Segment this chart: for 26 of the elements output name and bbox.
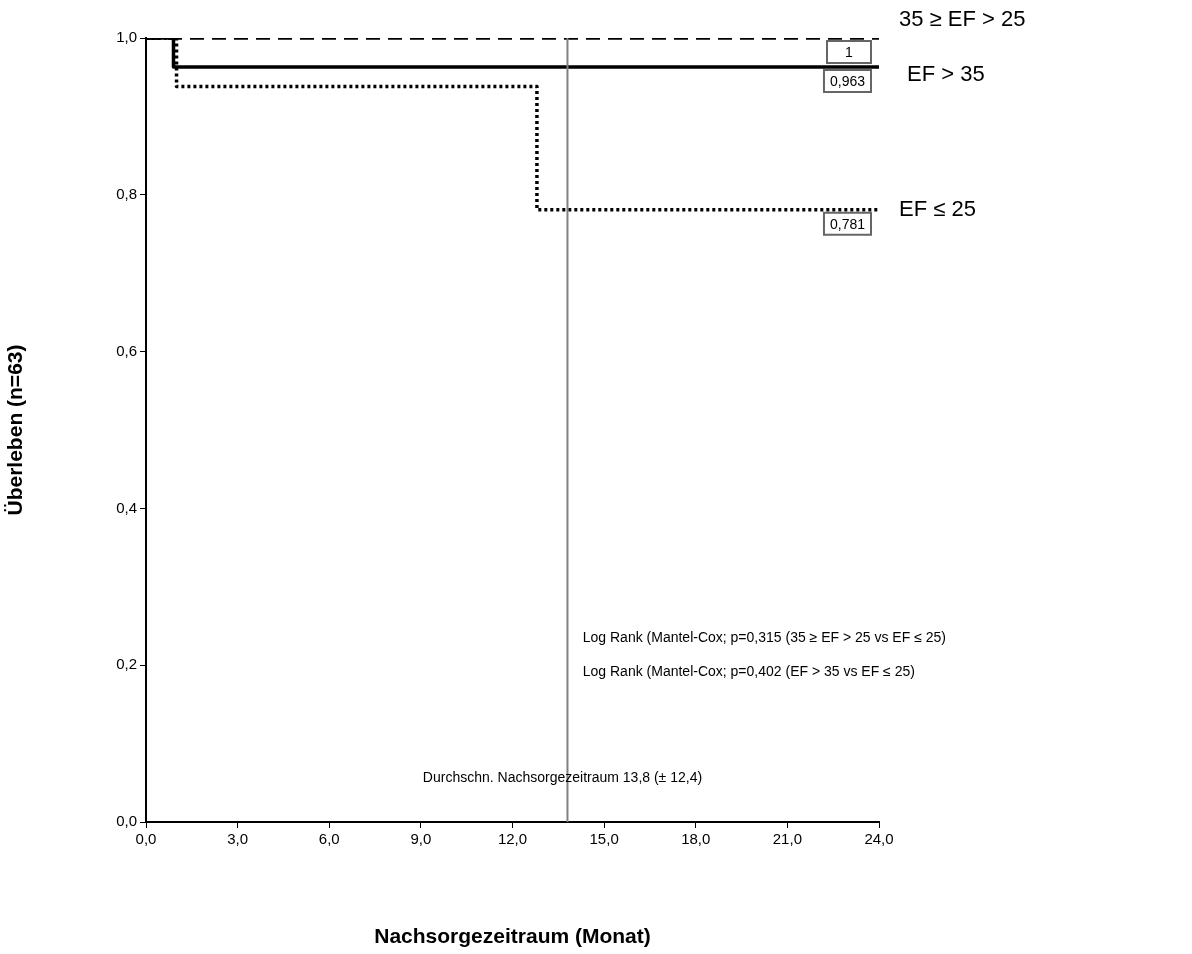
series-label: EF ≤ 25 [899, 195, 976, 221]
x-tick-label: 24,0 [864, 830, 894, 848]
x-tick-label: 9,0 [410, 830, 432, 848]
x-tick-label: 18,0 [681, 830, 711, 848]
annotation: Log Rank (Mantel-Cox; p=0,315 (35 ≥ EF > 25 vs EF ≤ 25) [582, 628, 946, 645]
x-tick-label: 15,0 [589, 830, 619, 848]
x-tick-label: 21,0 [772, 830, 802, 848]
y-tick-label: 1,0 [116, 28, 137, 46]
series-label: 35 ≥ EF > 25 [899, 6, 1026, 32]
x-tick-label: 3,0 [227, 830, 249, 848]
series-label: EF > 35 [907, 61, 985, 87]
y-axis-title: Überleben (n=63) [3, 344, 27, 516]
x-tick-label: 12,0 [497, 830, 528, 848]
y-tick-label: 0,4 [116, 498, 137, 516]
data-label: 0,963 [829, 72, 866, 89]
x-tick-label: 0,0 [135, 830, 157, 848]
y-tick-label: 0,2 [116, 655, 137, 673]
ref-line-label: Durchschn. Nachsorgezeitraum 13,8 (± 12,4) [422, 768, 703, 785]
annotation: Log Rank (Mantel-Cox; p=0,402 (EF > 35 vs EF ≤ 25) [582, 662, 915, 679]
x-tick-label: 6,0 [318, 830, 340, 848]
y-tick-label: 0,8 [116, 184, 137, 202]
x-axis-title: Nachsorgezeitraum (Monat) [374, 924, 651, 948]
data-label: 1 [845, 43, 854, 60]
y-tick-label: 0,6 [116, 341, 137, 359]
y-tick-label: 0,0 [116, 812, 137, 830]
data-label: 0,781 [829, 215, 866, 232]
